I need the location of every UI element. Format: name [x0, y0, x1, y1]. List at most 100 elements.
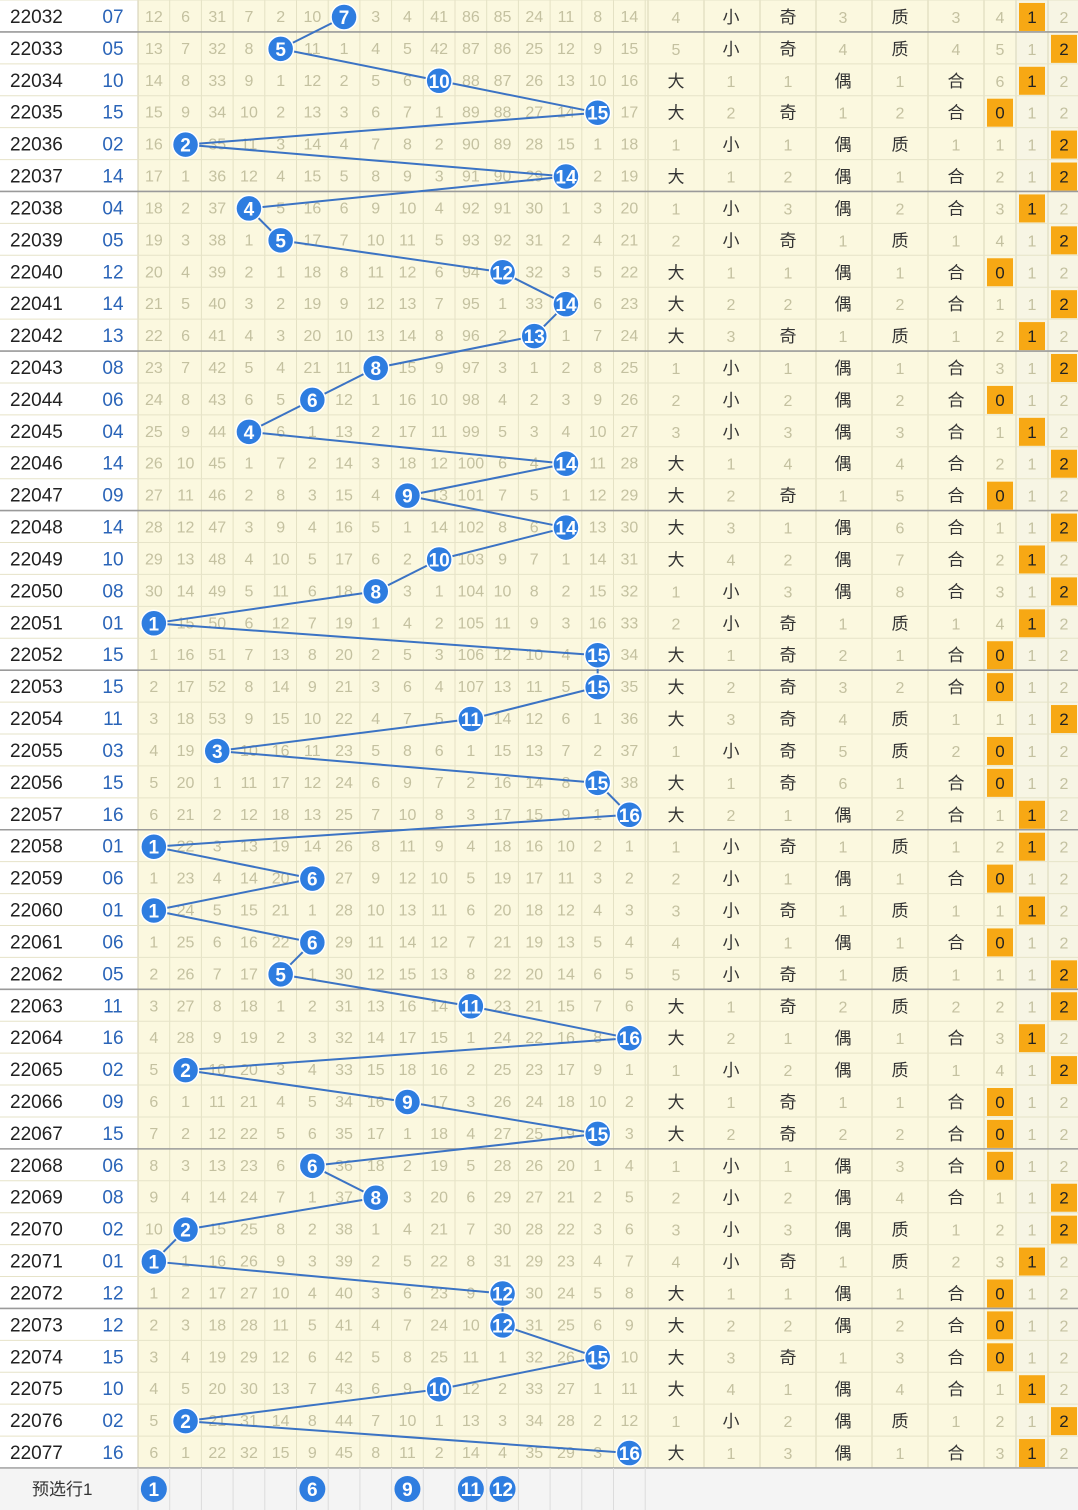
group-value: 1 [784, 361, 793, 378]
pick-ball[interactable] [140, 1476, 167, 1502]
flag-highlight [1019, 896, 1045, 925]
miss-count: 21 [303, 360, 321, 377]
miss-count: 1 [308, 966, 317, 983]
period-label: 22038 [10, 198, 63, 219]
draw-ball [552, 449, 580, 478]
miss-count: 9 [435, 360, 444, 377]
miss-count: 7 [308, 615, 317, 632]
miss-count: 16 [240, 934, 258, 951]
miss-count: 14 [557, 966, 575, 983]
miss-count: 4 [466, 1126, 475, 1143]
miss-count: 10 [589, 1094, 607, 1111]
group-value: 0 [995, 391, 1004, 410]
miss-count: 12 [525, 711, 543, 728]
miss-count: 2 [244, 264, 253, 281]
flag-value: 2 [1059, 1221, 1068, 1240]
miss-count: 6 [308, 583, 317, 600]
flag-value: 1 [1027, 72, 1036, 91]
group-value: 3 [727, 521, 736, 538]
miss-count: 14 [177, 583, 195, 600]
miss-count: 9 [466, 1285, 475, 1302]
group-value: 1 [996, 521, 1005, 538]
miss-count: 25 [430, 1349, 448, 1366]
miss-count: 2 [371, 1254, 380, 1271]
miss-count: 11 [367, 264, 384, 281]
miss-count: 2 [561, 232, 570, 249]
miss-count: 92 [462, 200, 480, 217]
group-value: 1 [784, 521, 793, 538]
miss-count: 7 [403, 711, 412, 728]
period-label: 22075 [10, 1379, 63, 1400]
draw-ball [235, 418, 263, 446]
miss-count: 5 [593, 934, 602, 951]
miss-count: 22 [430, 1254, 448, 1271]
miss-count: 17 [399, 424, 417, 441]
group-value: 4 [996, 616, 1005, 633]
group-value: 3 [672, 425, 681, 442]
pick-ball[interactable] [489, 1476, 516, 1502]
miss-count: 19 [272, 839, 290, 856]
group-value: 1 [996, 712, 1005, 729]
trend-segment [470, 686, 598, 721]
group-value: 质 [892, 838, 909, 857]
miss-count: 16 [494, 775, 512, 792]
draw-number: 14 [102, 518, 124, 539]
flag-value: 2 [1059, 1189, 1068, 1208]
miss-count: 5 [308, 1317, 317, 1334]
group-value: 小 [723, 391, 740, 410]
flag-value: 1 [1027, 8, 1036, 27]
miss-count: 3 [403, 583, 412, 600]
flag-highlight [1019, 2, 1045, 31]
group-value: 奇 [780, 104, 797, 123]
flag-value: 2 [1060, 1286, 1069, 1303]
miss-count: 13 [399, 296, 417, 313]
group-value: 奇 [780, 1125, 797, 1144]
miss-count: 5 [435, 711, 444, 728]
miss-count: 1 [593, 137, 602, 154]
miss-count: 5 [498, 424, 507, 441]
group-value: 质 [892, 327, 909, 346]
trend-segment [217, 718, 471, 752]
miss-count: 101 [457, 488, 484, 505]
group-value: 2 [727, 1127, 736, 1144]
draw-ball-label: 5 [275, 231, 286, 252]
group-value: 合 [948, 1189, 965, 1208]
footer-row[interactable]: 预选行1 1 6 9 11 12 [0, 1467, 1078, 1510]
miss-count: 18 [208, 1317, 226, 1334]
miss-count: 6 [308, 1126, 317, 1143]
flag-value: 2 [1060, 744, 1069, 761]
draw-number: 05 [102, 230, 123, 251]
miss-count: 1 [403, 1126, 412, 1143]
miss-count: 24 [494, 1030, 512, 1047]
miss-count: 7 [498, 488, 507, 505]
draw-ball [583, 98, 612, 127]
flag-value: 1 [1027, 806, 1036, 825]
flag-value: 2 [1059, 582, 1068, 601]
group-value: 0 [995, 742, 1004, 761]
miss-count: 4 [498, 1445, 507, 1462]
flag-highlight [1051, 992, 1077, 1021]
group-value: 2 [996, 552, 1005, 569]
draw-ball-label: 13 [524, 327, 545, 348]
miss-count: 2 [371, 647, 380, 664]
draw-number: 10 [102, 1379, 123, 1400]
draw-ball [140, 609, 168, 638]
miss-count: 37 [620, 743, 638, 760]
miss-count: 3 [371, 456, 380, 473]
group-value: 0 [995, 487, 1004, 506]
miss-count: 18 [272, 807, 290, 824]
trend-segment [280, 973, 472, 1008]
pick-ball[interactable] [299, 1476, 326, 1502]
miss-count: 22 [272, 934, 290, 951]
group-value: 大 [668, 1029, 685, 1048]
group-value: 4 [839, 712, 848, 729]
pick-ball[interactable] [457, 1476, 484, 1502]
miss-count: 4 [308, 1285, 317, 1302]
miss-count: 33 [620, 615, 638, 632]
miss-count: 90 [462, 137, 480, 154]
draw-ball-label: 15 [587, 646, 609, 667]
miss-count: 22 [208, 1445, 226, 1462]
pick-ball[interactable] [394, 1476, 421, 1502]
miss-count: 4 [244, 328, 253, 345]
trend-segment [217, 749, 598, 784]
